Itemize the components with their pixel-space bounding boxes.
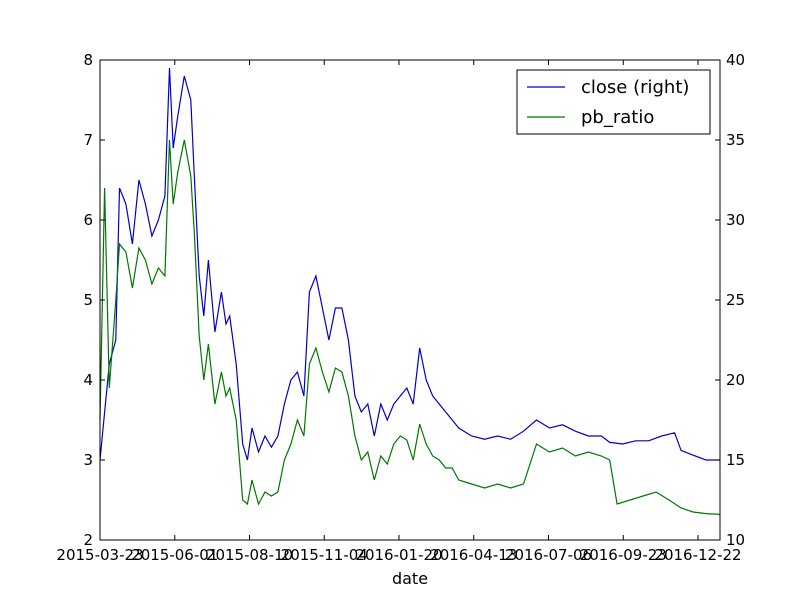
- legend: close (right) pb_ratio: [516, 69, 711, 135]
- legend-label: close (right): [581, 77, 689, 98]
- y-left-tick-label: 6: [83, 211, 93, 229]
- x-tick-label: 2016-04-13: [430, 546, 517, 564]
- y-right-tick-label: 40: [726, 51, 745, 69]
- y-left-tick-label: 5: [83, 291, 93, 309]
- x-tick-label: 2016-07-06: [505, 546, 592, 564]
- x-tick-label: 2015-03-23: [56, 546, 143, 564]
- series-line-close: [99, 67, 720, 461]
- legend-box: [516, 69, 711, 135]
- x-axis: 2015-03-232015-06-012015-08-102015-11-04…: [56, 60, 742, 564]
- y-right-tick-label: 30: [726, 211, 745, 229]
- y-left-tick-label: 8: [83, 51, 93, 69]
- x-tick-label: 2016-12-22: [654, 546, 741, 564]
- x-tick-label: 2015-11-04: [281, 546, 368, 564]
- legend-label: pb_ratio: [581, 107, 654, 128]
- y-left-tick-label: 2: [83, 531, 93, 549]
- y-right-tick-label: 10: [726, 531, 745, 549]
- y-left-tick-label: 7: [83, 131, 93, 149]
- x-tick-label: 2016-01-20: [355, 546, 442, 564]
- series-layer: [99, 67, 721, 515]
- y-axis-left: 2 3 4 5 6 7 8: [83, 51, 105, 549]
- x-tick-label: 2015-08-10: [206, 546, 293, 564]
- y-right-tick-label: 35: [726, 131, 745, 149]
- y-left-tick-label: 3: [83, 451, 93, 469]
- x-tick-label: 2015-06-01: [131, 546, 218, 564]
- plot-area: 2015-03-232015-06-012015-08-102015-11-04…: [56, 51, 745, 564]
- y-left-tick-label: 4: [83, 371, 93, 389]
- y-right-tick-label: 15: [726, 451, 745, 469]
- x-axis-label: date: [392, 569, 428, 588]
- series-line-pb-ratio: [99, 139, 721, 515]
- x-tick-label: 2016-09-23: [580, 546, 667, 564]
- y-right-tick-label: 20: [726, 371, 745, 389]
- y-axis-right: 10 15 20 25 30 35 40: [715, 51, 745, 549]
- y-right-tick-label: 25: [726, 291, 745, 309]
